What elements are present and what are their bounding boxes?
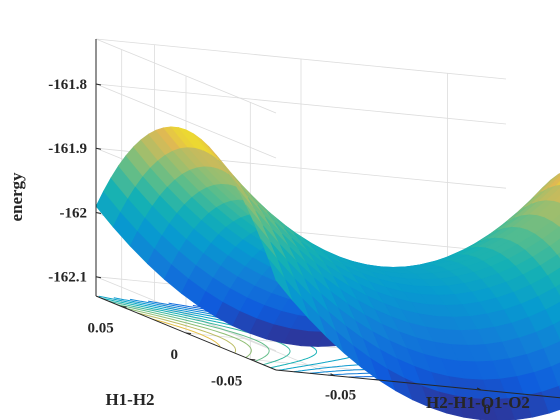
surface-patch [557, 252, 560, 259]
z-tick-label: -161.8 [48, 77, 87, 93]
z-tick-mark [95, 147, 102, 150]
y-tick-label: 0 [171, 347, 179, 363]
surface-patch [551, 362, 560, 387]
z-tick-mark [95, 211, 102, 214]
z-tick-label: -162.1 [48, 270, 87, 286]
surface-patch [553, 320, 560, 340]
surface-patch [553, 195, 560, 203]
surface-patch [549, 238, 560, 256]
x-tick-mark [476, 387, 482, 391]
y-tick-label: 0.05 [87, 321, 113, 337]
y-tick-mark [185, 332, 192, 334]
x-tick-label: -0.05 [325, 388, 356, 404]
y-tick-mark [121, 306, 127, 308]
surface-patch [545, 301, 560, 326]
surface-patch [543, 341, 560, 367]
surface-patch [548, 175, 560, 188]
x-tick-label: 0 [483, 402, 491, 418]
z-tick-label: -161.9 [48, 141, 87, 157]
z-axis-label: energy [7, 172, 26, 222]
surface-patch [547, 267, 560, 288]
tick-label-layer: -162.1-162-161.9-161.8-0.0500.05-0.0500.… [48, 77, 491, 418]
z-tick-label: -162 [60, 205, 88, 221]
surface-patch [555, 284, 560, 296]
y-tick-label: -0.05 [211, 373, 242, 389]
surface-patch [541, 172, 560, 192]
surface-patch [551, 214, 560, 227]
y-tick-mark [250, 358, 256, 361]
z-tick-mark [95, 83, 102, 86]
x-tick-mark [330, 373, 335, 377]
x-axis-label: H2-H1-O1-O2 [426, 393, 530, 412]
surface-patch [546, 187, 560, 202]
axes-layer [95, 39, 560, 399]
surface-patch [544, 204, 560, 222]
y-axis-label: H1-H2 [105, 390, 154, 409]
surface-patch [555, 181, 560, 186]
surface-layer [95, 126, 560, 420]
z-tick-mark [95, 276, 102, 279]
